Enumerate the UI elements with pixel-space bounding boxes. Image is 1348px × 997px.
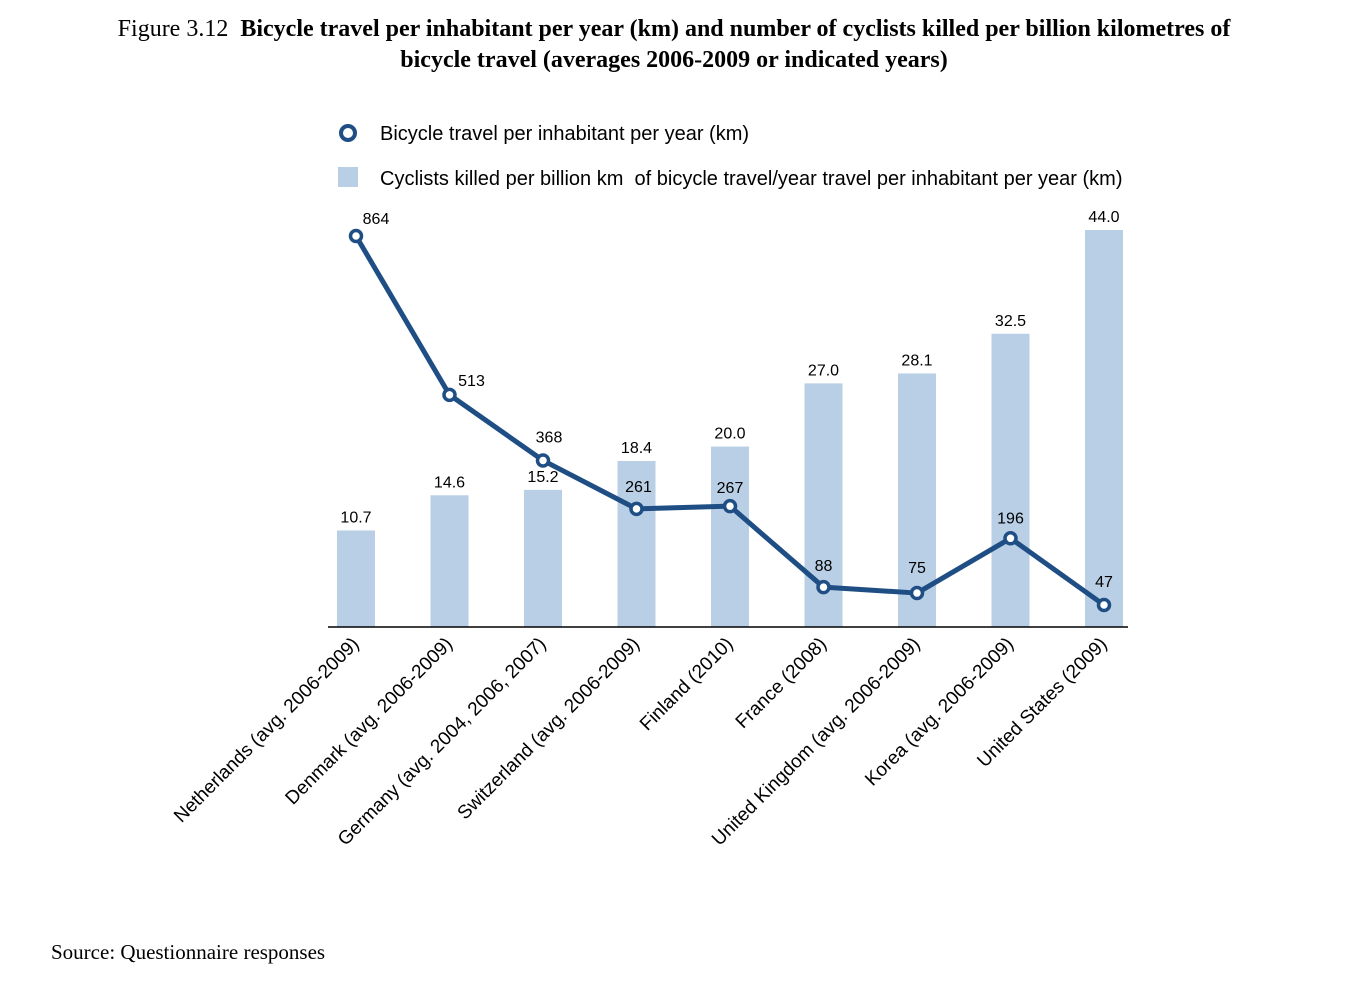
bar-value-label-5: 27.0 bbox=[808, 362, 839, 379]
bar-0 bbox=[337, 530, 375, 627]
legend-bar-label: Cyclists killed per billion km of bicycl… bbox=[380, 168, 1123, 190]
line-point-5 bbox=[816, 579, 831, 595]
line-point-0 bbox=[348, 228, 364, 244]
figure-title-line2: bicycle travel (averages 2006-2009 or in… bbox=[400, 47, 948, 73]
x-tick-label-4: Finland (2010) bbox=[636, 634, 737, 735]
chart-legend: Bicycle travel per inhabitant per year (… bbox=[338, 123, 1123, 190]
line-value-label-5: 88 bbox=[815, 558, 833, 575]
x-tick-label-6: United Kingdom (avg. 2006-2009) bbox=[708, 634, 925, 851]
bar-value-label-6: 28.1 bbox=[901, 352, 932, 369]
x-tick-label-2: Germany (avg. 2004, 2006, 2007) bbox=[334, 634, 551, 851]
bar-value-label-4: 20.0 bbox=[714, 426, 745, 443]
x-tick-label-1: Denmark (avg. 2006-2009) bbox=[282, 634, 457, 809]
line-point-2 bbox=[535, 453, 551, 468]
legend-line-marker bbox=[339, 124, 357, 142]
figure-number: Figure 3.12 bbox=[117, 16, 229, 42]
bar-value-label-7: 32.5 bbox=[995, 313, 1026, 330]
legend-bar-marker bbox=[338, 167, 358, 187]
bar-value-label-1: 14.6 bbox=[434, 474, 465, 491]
bar-2 bbox=[524, 489, 562, 627]
line-value-label-4: 267 bbox=[717, 480, 744, 497]
line-point-3 bbox=[629, 501, 644, 517]
line-value-label-7: 196 bbox=[997, 510, 1024, 527]
line-value-label-3: 261 bbox=[625, 479, 652, 496]
bar-4 bbox=[711, 446, 749, 627]
bar-value-labels: 10.7 14.6 15.2 18.4 20.0 27.0 28.1 32.5 44.0 bbox=[340, 209, 1119, 526]
line-point-7 bbox=[1003, 531, 1018, 546]
line-value-label-8: 47 bbox=[1095, 574, 1113, 591]
x-tick-label-0: Netherlands (avg. 2006-2009) bbox=[170, 634, 363, 827]
line-point-4 bbox=[722, 498, 738, 514]
line-point-6 bbox=[909, 585, 925, 601]
figure-title-text-1: Bicycle travel per inhabitant per year (… bbox=[240, 16, 1231, 42]
bar-1 bbox=[430, 495, 469, 627]
line-point-8 bbox=[1096, 597, 1112, 613]
bar-series bbox=[337, 230, 1123, 627]
line-value-label-6: 75 bbox=[908, 560, 926, 577]
line-series bbox=[348, 228, 1112, 613]
bar-value-label-3: 18.4 bbox=[621, 440, 652, 457]
line-value-label-0: 864 bbox=[363, 211, 390, 228]
line-value-labels: 864 513 368 261 267 88 75 196 47 bbox=[363, 211, 1113, 591]
bar-8 bbox=[1085, 230, 1123, 627]
bar-3 bbox=[617, 460, 656, 627]
bar-value-label-2: 15.2 bbox=[527, 469, 558, 486]
bar-value-label-0: 10.7 bbox=[340, 509, 371, 526]
figure-title: Figure 3.12 Bicycle travel per inhabitan… bbox=[20, 14, 1328, 76]
x-tick-label-3: Switzerland (avg. 2006-2009) bbox=[454, 634, 644, 824]
x-axis-tick-labels: Netherlands (avg. 2006-2009)Denmark (avg… bbox=[170, 634, 1111, 851]
x-tick-label-5: France (2008) bbox=[732, 634, 831, 733]
bar-7 bbox=[991, 333, 1030, 627]
line-point-1 bbox=[442, 387, 457, 403]
line-value-label-2: 368 bbox=[536, 429, 563, 446]
source-note: Source: Questionnaire responses bbox=[51, 940, 326, 964]
line-value-label-1: 513 bbox=[458, 373, 485, 390]
legend-line-label: Bicycle travel per inhabitant per year (… bbox=[380, 123, 749, 145]
bar-value-label-8: 44.0 bbox=[1088, 209, 1119, 226]
figure-title-line1: Figure 3.12 Bicycle travel per inhabitan… bbox=[20, 14, 1328, 45]
